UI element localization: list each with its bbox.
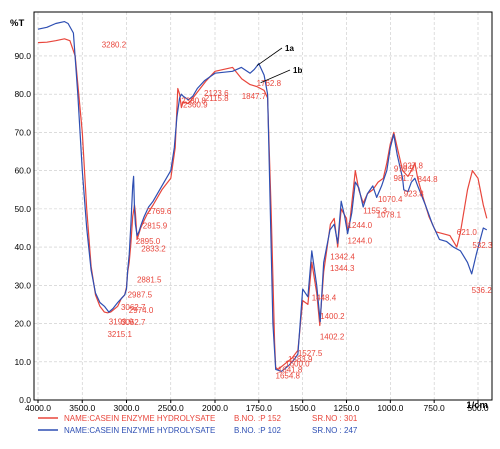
y-tick-label: 40.0 — [14, 242, 31, 252]
x-tick-label: 3500.0 — [69, 403, 95, 413]
y-tick-label: 0.0 — [19, 395, 31, 405]
peak-label: 1654.8 — [276, 372, 301, 381]
peak-label: 3215.1 — [107, 330, 132, 339]
x-tick-label: 1000.0 — [377, 403, 403, 413]
peak-label: 981.7 — [394, 174, 415, 183]
legend-name: NAME:CASEIN ENZYME HYDROLYSATE — [64, 414, 215, 423]
legend-serial-number: SR.NO : 247 — [312, 426, 358, 435]
x-tick-label: 2000.0 — [202, 403, 228, 413]
peak-label: 2769.6 — [147, 207, 172, 216]
peak-label: 3062.7 — [121, 303, 146, 312]
y-tick-label: 70.0 — [14, 127, 31, 137]
peak-label: 2974.0 — [129, 306, 154, 315]
peak-label: 2360.9 — [183, 101, 208, 110]
peak-label: 536.2 — [472, 286, 493, 295]
x-tick-label: 4000.0 — [25, 403, 51, 413]
peak-label: 1244.0 — [348, 221, 373, 230]
peak-label: 621.0 — [457, 228, 478, 237]
legend: NAME:CASEIN ENZYME HYDROLYSATE B.NO. :P 1… — [38, 414, 358, 435]
x-tick-label: 3000.0 — [114, 403, 140, 413]
y-tick-label: 10.0 — [14, 357, 31, 367]
peak-label: 1762.8 — [257, 79, 282, 88]
peak-label: 2881.5 — [137, 275, 162, 284]
x-tick-label: 2500.0 — [158, 403, 184, 413]
legend-serial-number: SR.NO : 301 — [312, 414, 358, 423]
peak-label: 2115.8 — [205, 94, 229, 103]
peak-label: 1078.1 — [377, 210, 402, 219]
y-tick-label: 80.0 — [14, 89, 31, 99]
peak-label: 2380.8 — [181, 96, 206, 105]
peak-label: 1641.8 — [278, 365, 303, 374]
x-tick-label: 750.0 — [424, 403, 446, 413]
peak-label: 3062.7 — [121, 318, 146, 327]
peak-label: 3280.2 — [102, 41, 127, 50]
peak-label: 2833.2 — [141, 245, 166, 254]
peak-label: 532.3 — [472, 241, 493, 250]
peak-label: 844.8 — [418, 175, 439, 184]
callout-label: 1b — [293, 66, 302, 75]
grid-lines — [34, 12, 492, 401]
peak-label: 1402.2 — [320, 333, 345, 342]
peak-label: 923.8 — [404, 190, 425, 199]
peak-label: 1244.0 — [348, 236, 373, 245]
series-line-1b — [37, 21, 488, 372]
peak-label: 2123.6 — [204, 89, 229, 98]
x-tick-label: 500.0 — [467, 403, 489, 413]
peak-label: 1583.9 — [288, 355, 313, 364]
peak-label: 1448.4 — [312, 294, 337, 303]
y-axis-title: %T — [10, 18, 24, 29]
y-tick-label: 90.0 — [14, 51, 31, 61]
peak-label: 927.8 — [403, 161, 424, 170]
peak-label: 1400.2 — [320, 312, 345, 321]
y-tick-label: 20.0 — [14, 319, 31, 329]
x-tick-label: 1750.0 — [246, 403, 272, 413]
peak-label: 1344.3 — [330, 264, 355, 273]
plot-frame — [33, 11, 493, 401]
legend-batch-number: B.NO. :P 102 — [234, 426, 282, 435]
peak-label: 1342.4 — [330, 252, 355, 261]
y-tick-label: 60.0 — [14, 166, 31, 176]
x-tick-label: 1500.0 — [290, 403, 316, 413]
x-axis-unit: 1/cm — [466, 400, 488, 411]
peak-label: 2815.9 — [143, 222, 168, 231]
peak-label: 1847.7 — [242, 92, 267, 101]
callout-line — [256, 47, 283, 66]
peak-label: 3199.9 — [109, 317, 134, 326]
y-tick-label: 50.0 — [14, 204, 31, 214]
callout-line — [260, 69, 291, 84]
peak-label: 2895.0 — [136, 237, 161, 246]
peak-label: 1527.5 — [298, 349, 323, 358]
legend-batch-number: B.NO. :P 152 — [234, 414, 282, 423]
y-tick-label: 30.0 — [14, 280, 31, 290]
legend-name: NAME:CASEIN ENZYME HYDROLYSATE — [64, 426, 215, 435]
peak-label: 1070.4 — [378, 195, 403, 204]
peak-label: 2987.5 — [128, 291, 153, 300]
series-callouts: 1a 1b — [256, 44, 302, 84]
x-tick-label: 1250.0 — [334, 403, 360, 413]
peak-label: 979.5 — [394, 164, 415, 173]
peak-label: 1155.3 — [363, 206, 387, 215]
spectra-series — [37, 21, 488, 372]
peak-label: 1600.0 — [285, 360, 310, 369]
axes: 0.0 10.0 20.0 30.0 40.0 50.0 60.0 70.0 80.0 90.0 4… — [14, 11, 493, 413]
callout-label: 1a — [285, 44, 294, 53]
